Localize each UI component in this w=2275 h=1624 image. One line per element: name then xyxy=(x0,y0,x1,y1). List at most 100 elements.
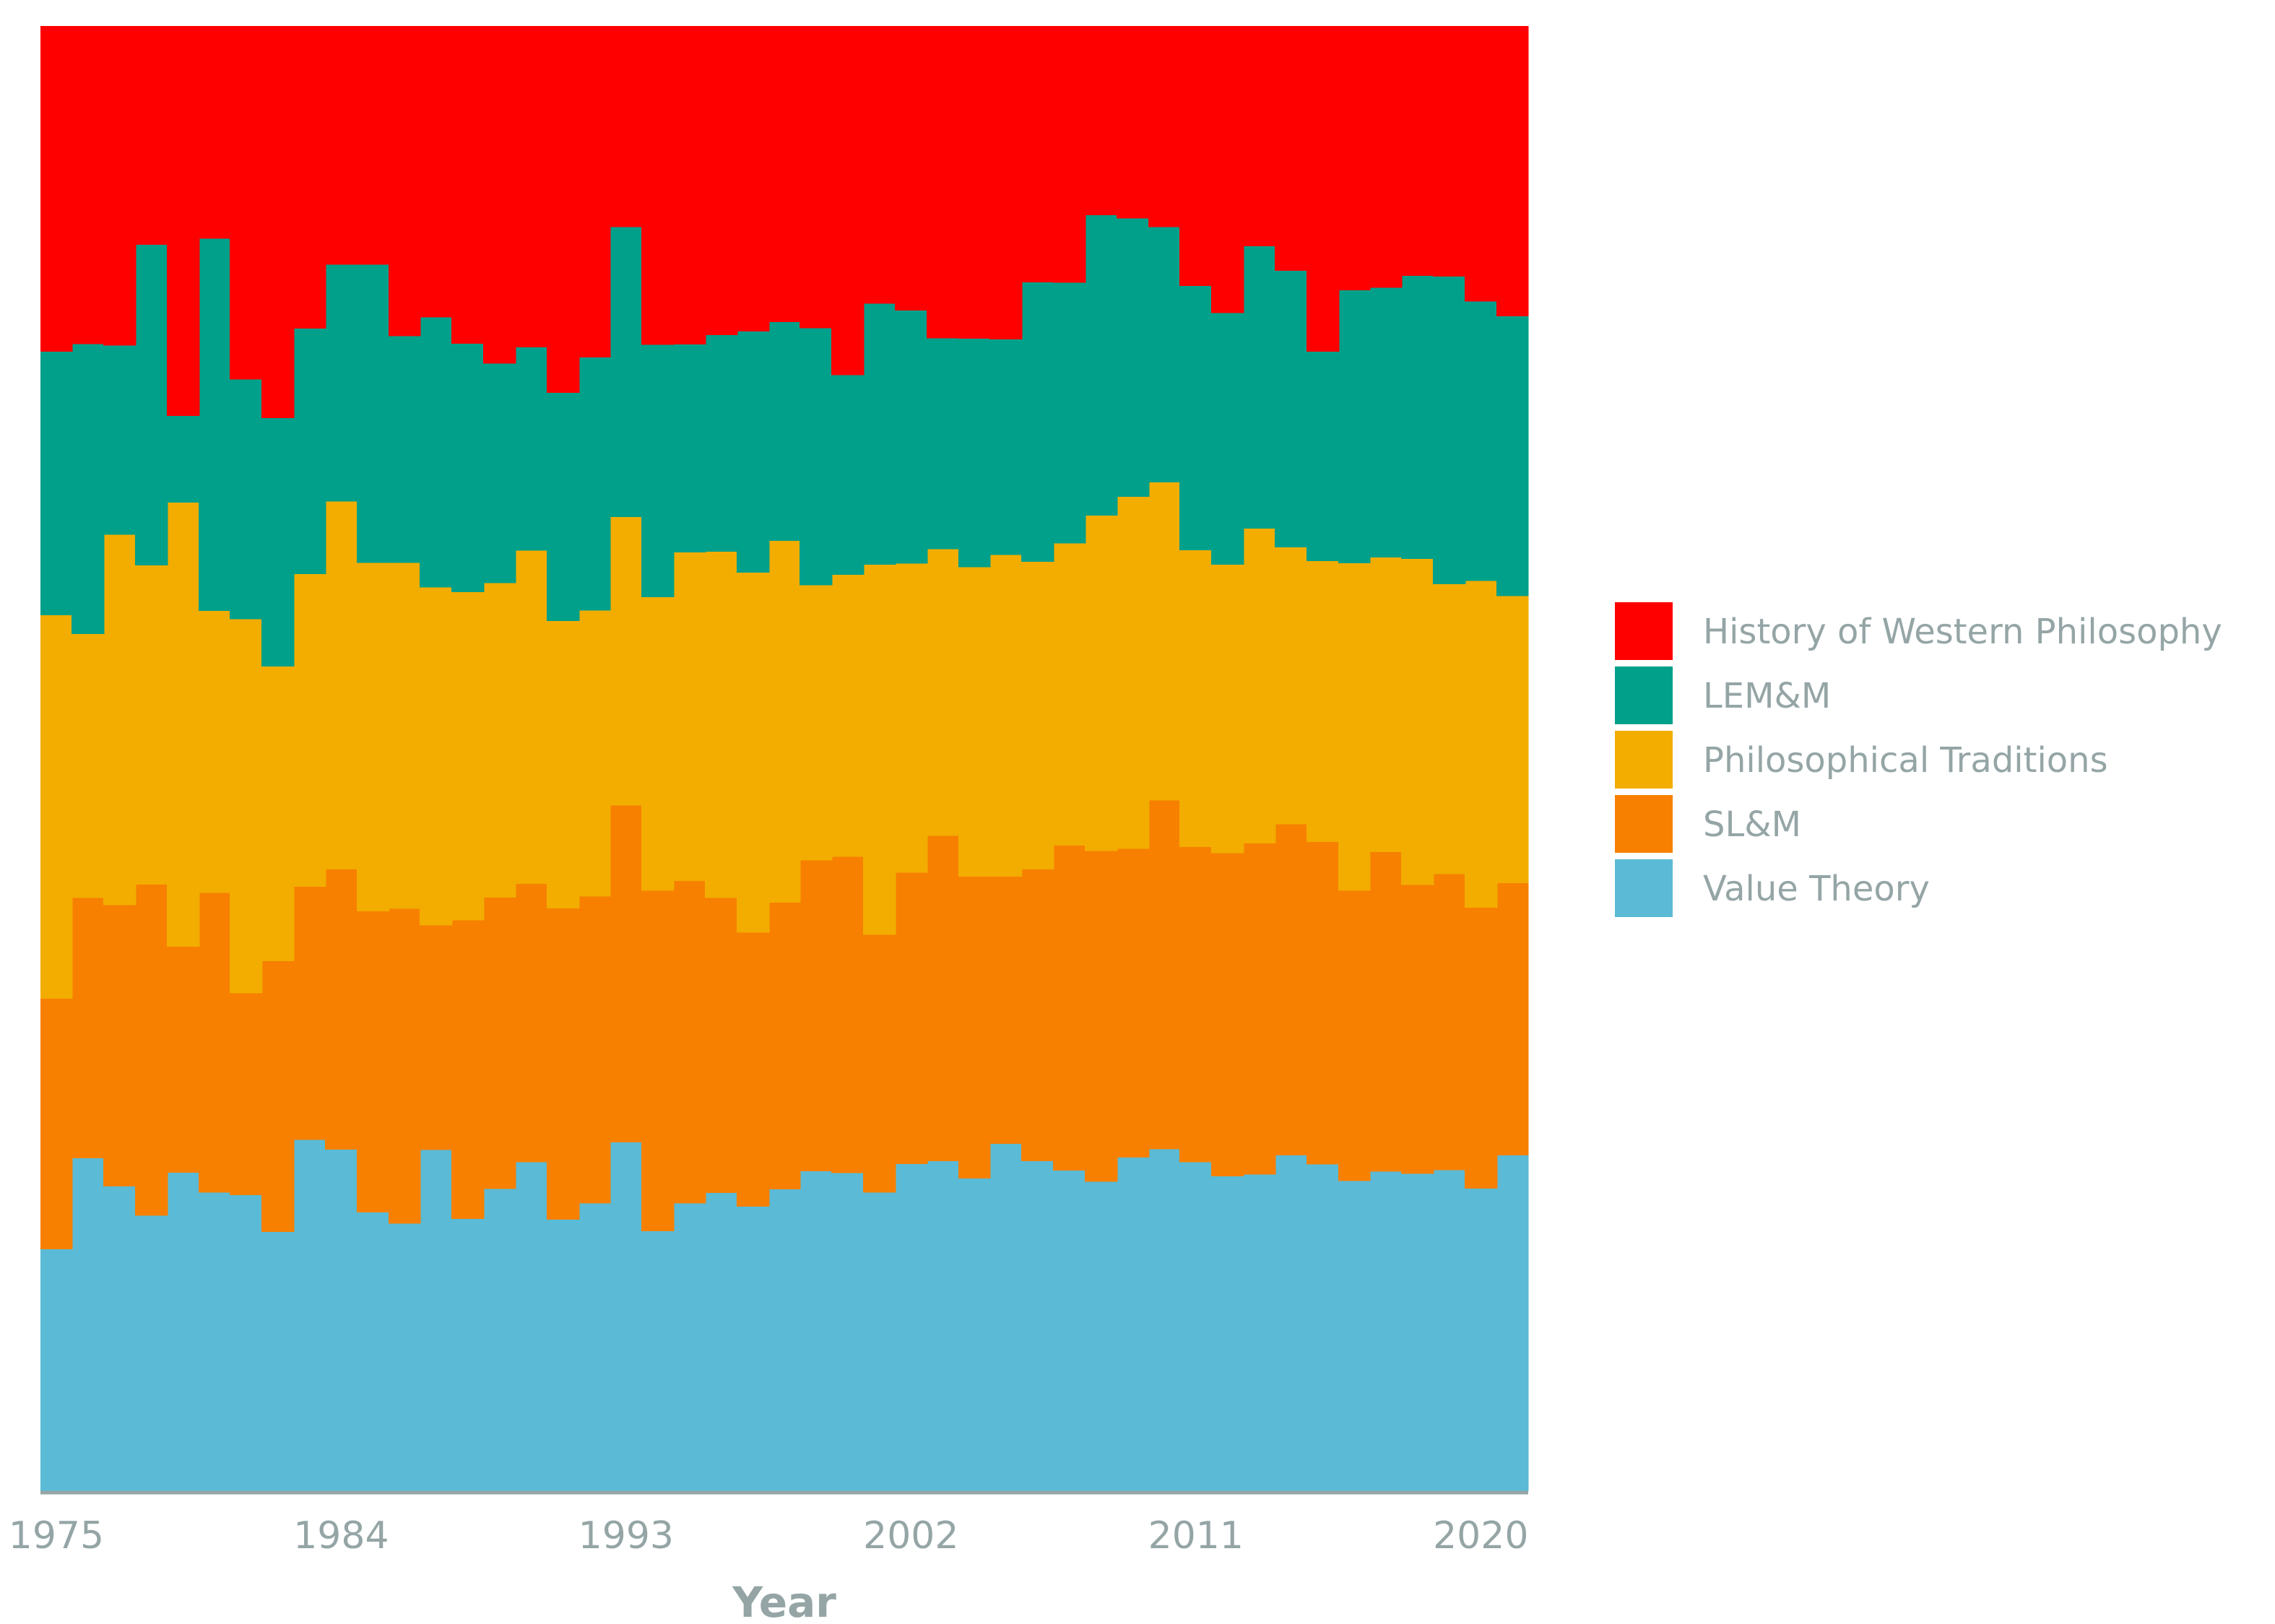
area-segment xyxy=(1338,890,1371,1181)
area-segment xyxy=(135,1215,168,1491)
area-segment xyxy=(199,610,231,893)
area-segment xyxy=(1369,26,1403,288)
area-segment xyxy=(483,362,516,583)
area-segment xyxy=(325,869,358,1150)
area-segment xyxy=(230,26,263,380)
area-segment xyxy=(641,596,675,891)
area-segment xyxy=(1465,300,1498,581)
legend-swatch xyxy=(1615,731,1673,789)
area-segment xyxy=(1117,496,1150,849)
area-segment xyxy=(199,892,231,1193)
area-segment xyxy=(800,585,833,861)
area-segment xyxy=(1306,351,1340,561)
area-segment xyxy=(705,1192,738,1491)
area-segment xyxy=(420,925,453,1150)
area-segment xyxy=(1243,528,1276,844)
area-segment xyxy=(1369,1171,1403,1491)
area-segment xyxy=(325,501,358,869)
area-segment xyxy=(547,1219,580,1491)
area-segment xyxy=(135,26,168,245)
area-segment xyxy=(1496,595,1529,883)
area-segment xyxy=(261,26,295,418)
area-segment xyxy=(958,567,991,877)
area-segment xyxy=(1306,560,1340,843)
area-segment xyxy=(515,883,548,1163)
area-segment xyxy=(515,550,548,884)
area-segment xyxy=(357,911,390,1212)
area-segment xyxy=(737,1206,770,1491)
area-segment xyxy=(895,563,928,873)
area-segment xyxy=(1148,26,1181,227)
area-segment xyxy=(483,1188,516,1491)
area-segment xyxy=(40,26,73,352)
area-segment xyxy=(705,334,738,552)
area-segment xyxy=(1369,557,1403,853)
area-segment xyxy=(103,904,136,1186)
area-segment xyxy=(547,26,580,394)
area-segment xyxy=(1243,26,1276,246)
area-segment xyxy=(1117,217,1150,497)
area-segment xyxy=(610,226,643,517)
area-segment xyxy=(768,321,801,541)
area-segment xyxy=(1211,26,1244,313)
area-segment xyxy=(515,347,548,551)
area-segment xyxy=(895,872,928,1165)
area-segment xyxy=(1243,246,1276,529)
area-segment xyxy=(547,620,580,908)
x-axis-ticks: 1975 1984 1993 2002 2011 2020 xyxy=(9,1514,1529,1558)
area-segment xyxy=(1085,850,1118,1182)
legend-item: LEM&M xyxy=(1615,666,1831,724)
legend: History of Western Philosophy LEM&M Philos… xyxy=(1615,602,2222,917)
legend-label: Value Theory xyxy=(1703,869,1930,909)
area-segment xyxy=(135,884,168,1216)
area-segment xyxy=(1401,275,1434,560)
legend-label: SL&M xyxy=(1703,804,1801,845)
area-segment xyxy=(1433,1169,1466,1491)
area-segment xyxy=(863,303,896,565)
area-segment xyxy=(72,897,105,1159)
area-segment xyxy=(389,1223,421,1491)
area-segment xyxy=(737,572,770,933)
area-segment xyxy=(1117,1157,1150,1491)
area-segment xyxy=(1275,547,1308,825)
area-segment xyxy=(1021,282,1054,563)
area-segment xyxy=(1179,285,1213,550)
area-segment xyxy=(927,337,960,550)
legend-item: SL&M xyxy=(1615,795,1801,853)
area-segment xyxy=(1338,1181,1371,1491)
area-segment xyxy=(831,574,864,857)
area-segment xyxy=(768,902,801,1189)
area-segment xyxy=(673,552,706,881)
area-segment xyxy=(293,1139,326,1491)
area-segment xyxy=(483,26,516,364)
legend-item: History of Western Philosophy xyxy=(1615,602,2222,660)
area-segment xyxy=(1021,561,1054,870)
area-segment xyxy=(1433,583,1466,874)
area-segment xyxy=(989,339,1023,555)
area-segment xyxy=(547,392,580,621)
area-segment xyxy=(167,415,200,503)
area-segment xyxy=(1148,482,1181,801)
area-segment xyxy=(958,338,991,568)
area-segment xyxy=(1179,550,1213,848)
area-segment xyxy=(1117,848,1150,1158)
area-segment xyxy=(1021,26,1054,282)
area-segment xyxy=(1433,873,1466,1171)
series-philosophical-traditions xyxy=(40,482,1529,999)
area-segment xyxy=(705,26,738,335)
area-segment xyxy=(230,992,263,1196)
area-segment xyxy=(958,1178,991,1491)
area-segment xyxy=(1021,1160,1054,1491)
area-segment xyxy=(673,26,706,344)
x-tick-label: 2002 xyxy=(863,1514,958,1558)
area-segment xyxy=(831,1173,864,1491)
area-segment xyxy=(167,502,200,947)
area-segment xyxy=(1338,26,1371,291)
area-segment xyxy=(167,26,200,416)
area-segment xyxy=(1085,26,1118,216)
area-segment xyxy=(641,1230,675,1491)
area-segment xyxy=(578,609,611,897)
area-segment xyxy=(72,26,105,344)
area-segment xyxy=(1085,1181,1118,1491)
legend-label: History of Western Philosophy xyxy=(1703,612,2222,652)
